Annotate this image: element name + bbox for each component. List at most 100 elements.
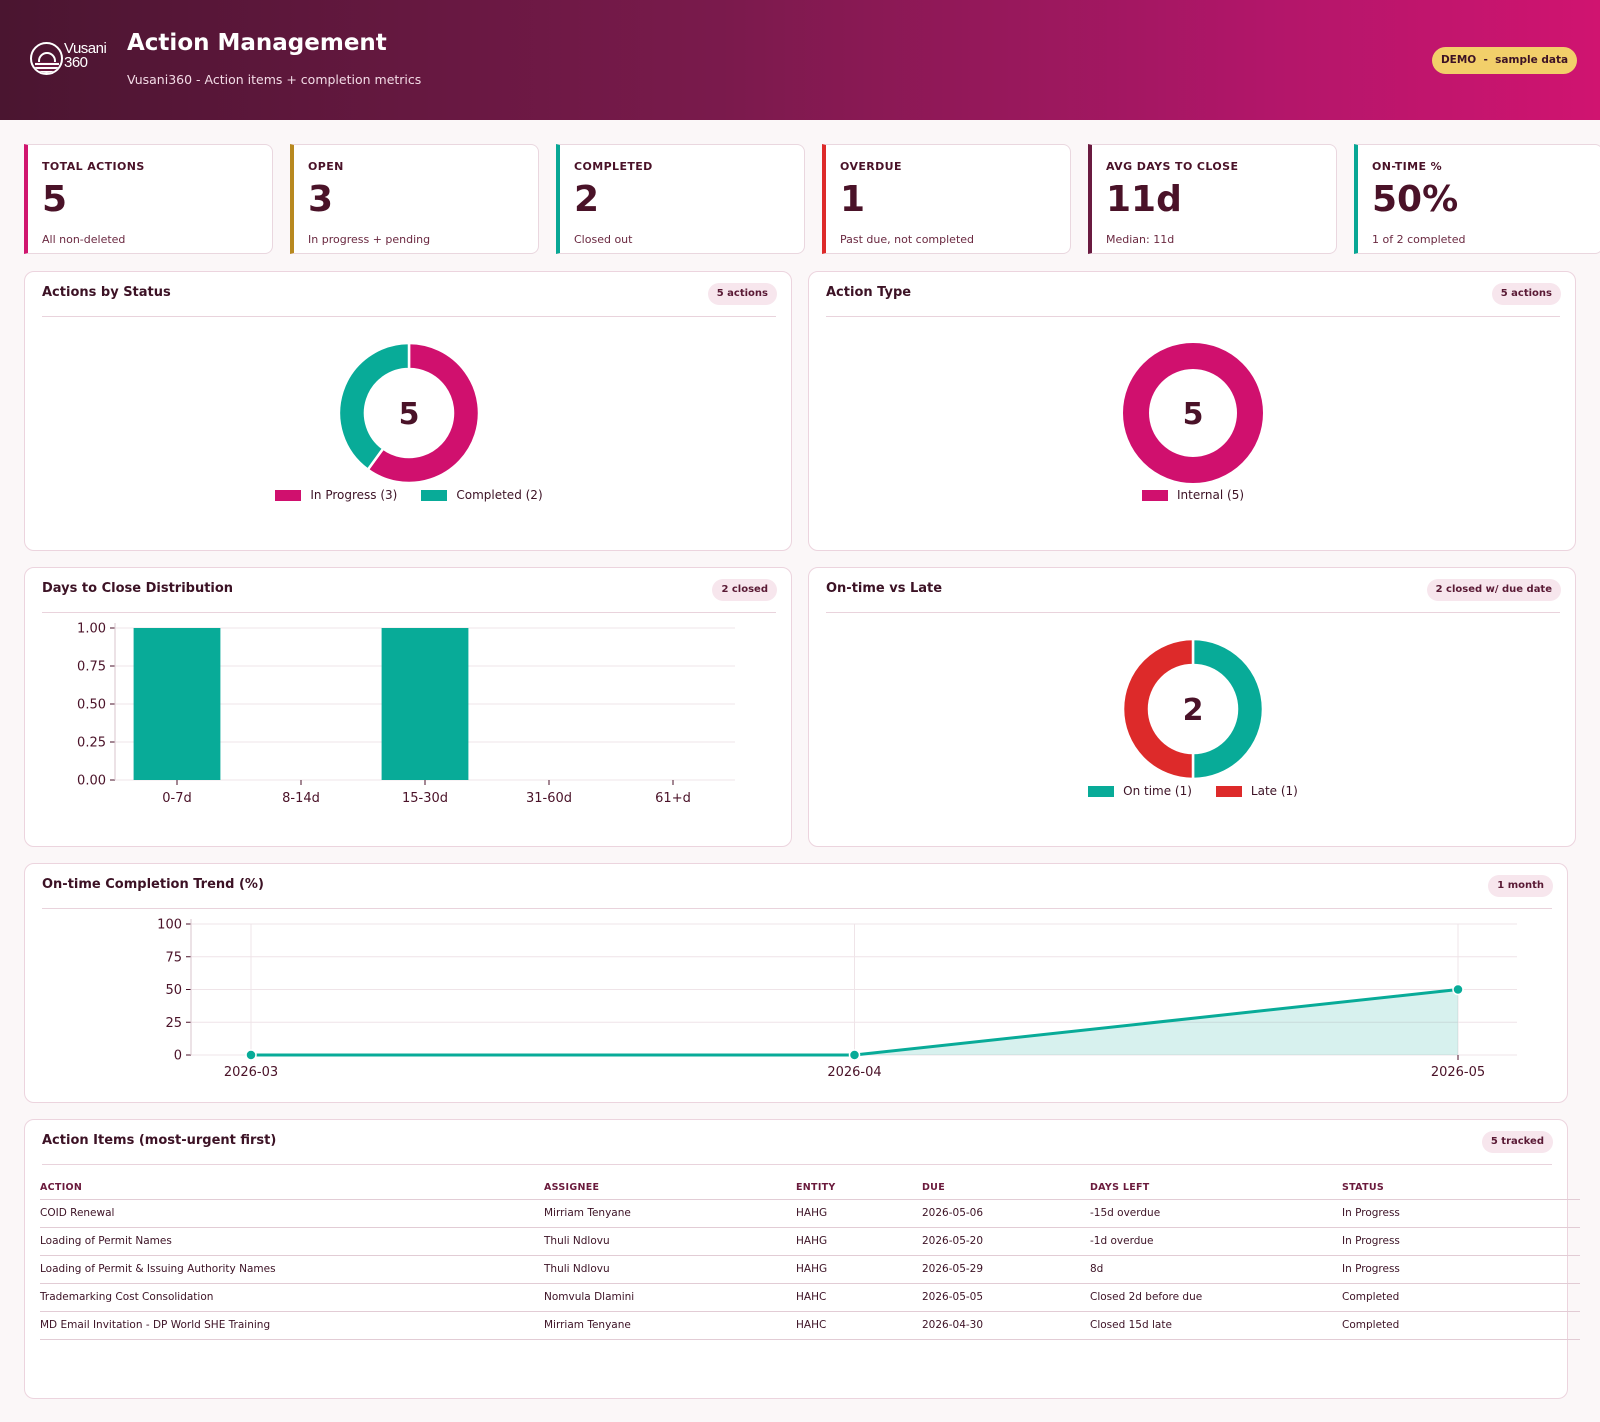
column-header[interactable]: STATUS [1342,1177,1580,1200]
kpi-value: 5 [42,179,68,220]
page-header: Vusani 360 Action Management Vusani360 -… [0,0,1600,120]
table-cell: 2026-05-05 [922,1283,1090,1312]
y-tick-label: 100 [157,918,182,933]
panel-badge: 2 closed [712,579,777,601]
kpi-card: ON-TIME % 50% 1 of 2 completed [1354,144,1600,254]
table-row[interactable]: Loading of Permit Names Thuli Ndlovu HAHG 2… [40,1227,1580,1256]
legend-label: Completed (2) [456,488,543,502]
days-to-close-panel: Days to Close Distribution 2 closed 0.00… [24,567,792,847]
kpi-sub: Closed out [574,233,633,246]
table-cell: HAHG [796,1227,922,1256]
kpi-value: 11d [1106,179,1182,220]
table-header-row: ACTION ASSIGNEE ENTITY DUE DAYS LEFT STATUS [40,1177,1580,1200]
x-tick-label: 2026-04 [827,1065,881,1080]
kpi-value: 50% [1372,179,1459,220]
table-row[interactable]: COID Renewal Mirriam Tenyane HAHG 2026-05-0… [40,1199,1580,1228]
panel-divider [826,612,1560,613]
x-tick-label: 2026-03 [224,1065,278,1080]
trend-area-fill [251,989,1458,1055]
days-bar-chart: 0.00 0.25 0.50 0.75 1.00 0-7d 8-14d 15-30d 31-60… [77,622,735,806]
logo-wordmark: Vusani 360 [64,40,107,71]
donut-slice[interactable] [1191,637,1265,781]
table-cell: -15d overdue [1090,1199,1342,1228]
ontime-donut-chart: 2 [1121,637,1265,781]
legend-item[interactable]: In Progress (3) [275,488,397,502]
table-row[interactable]: MD Email Invitation - DP World SHE Train… [40,1311,1580,1340]
table-cell: 2026-05-29 [922,1255,1090,1284]
donut-slice[interactable] [1121,637,1195,781]
legend-item[interactable]: Internal (5) [1141,488,1245,502]
column-header[interactable]: ASSIGNEE [544,1177,796,1200]
column-header[interactable]: ACTION [40,1177,544,1200]
legend-label: Internal (5) [1176,488,1245,502]
legend-swatch [275,489,302,501]
column-header[interactable]: DUE [922,1177,1090,1200]
column-header[interactable]: ENTITY [796,1177,922,1200]
table-cell: Mirriam Tenyane [544,1199,796,1228]
legend-swatch [421,489,448,501]
table-row[interactable]: Loading of Permit & Issuing Authority Na… [40,1255,1580,1284]
table-cell: 2026-05-06 [922,1199,1090,1228]
panel-badge: 5 tracked [1481,1131,1553,1153]
type-donut-chart: 5 [1123,343,1263,483]
legend-item[interactable]: Late (1) [1215,784,1298,798]
vusani-logo[interactable]: Vusani 360 [30,40,110,78]
panel-badge: 5 actions [707,283,777,305]
legend-item[interactable]: On time (1) [1088,784,1192,798]
kpi-value: 1 [840,179,866,220]
table-cell: In Progress [1342,1255,1580,1284]
kpi-card: COMPLETED 2 Closed out [556,144,805,254]
table-cell: Loading of Permit Names [40,1227,544,1256]
table-cell: HAHG [796,1255,922,1284]
y-tick-label: 0.25 [77,736,106,751]
x-tick-label: 8-14d [282,791,320,806]
status-donut-chart: 5 [337,341,481,485]
column-header[interactable]: DAYS LEFT [1090,1177,1342,1200]
table-cell: Completed [1342,1311,1580,1340]
table-row[interactable]: Trademarking Cost Consolidation Nomvula D… [40,1283,1580,1312]
panel-divider [42,316,776,317]
donut-center-label: 5 [1183,397,1204,432]
table-cell: MD Email Invitation - DP World SHE Train… [40,1311,544,1340]
kpi-sub: In progress + pending [308,233,431,246]
panel-divider [42,1164,1552,1165]
kpi-label: OVERDUE [840,160,902,173]
x-tick-label: 61+d [655,791,691,806]
page-subtitle: Vusani360 - Action items + completion me… [127,72,422,87]
status-legend: In Progress (3) Completed (2) [25,488,793,502]
donut-center-label: 5 [399,397,420,432]
table-cell: Nomvula Dlamini [544,1283,796,1312]
panel-title: On-time vs Late [826,581,943,596]
trend-area-chart: 0 25 50 75 100 2026-03 2026-04 2026-05 [157,918,1517,1080]
ontime-trend-panel: On-time Completion Trend (%) 1 month 0 25… [24,863,1568,1103]
kpi-card: AVG DAYS TO CLOSE 11d Median: 11d [1088,144,1337,254]
table-cell: Thuli Ndlovu [544,1227,796,1256]
kpi-label: TOTAL ACTIONS [42,160,145,173]
panel-badge: 2 closed w/ due date [1426,579,1561,601]
panel-divider [42,612,776,613]
type-legend: Internal (5) [809,488,1577,502]
panel-title: Actions by Status [42,285,171,300]
legend-label: Late (1) [1250,784,1298,798]
trend-point[interactable] [848,1049,861,1061]
actions-by-status-panel: Actions by Status 5 actions 5 In Progres… [24,271,792,551]
y-tick-label: 0.50 [77,698,106,713]
y-tick-label: 0.00 [77,774,106,789]
donut-slice[interactable] [366,341,481,485]
table-cell: Loading of Permit & Issuing Authority Na… [40,1255,544,1284]
legend-item[interactable]: Completed (2) [421,488,543,502]
panel-badge: 1 month [1488,875,1553,897]
table-cell: HAHG [796,1199,922,1228]
donut-slice[interactable] [1123,343,1263,483]
kpi-value: 3 [308,179,334,220]
donut-slice[interactable] [337,341,411,472]
bar[interactable] [381,628,469,780]
table-cell: HAHC [796,1311,922,1340]
table-cell: -1d overdue [1090,1227,1342,1256]
panel-title: Action Type [826,285,912,300]
trend-point[interactable] [1452,983,1464,996]
trend-point[interactable] [245,1049,257,1061]
bar[interactable] [133,628,221,780]
y-tick-label: 0.75 [77,660,106,675]
table-cell: 2026-05-20 [922,1227,1090,1256]
